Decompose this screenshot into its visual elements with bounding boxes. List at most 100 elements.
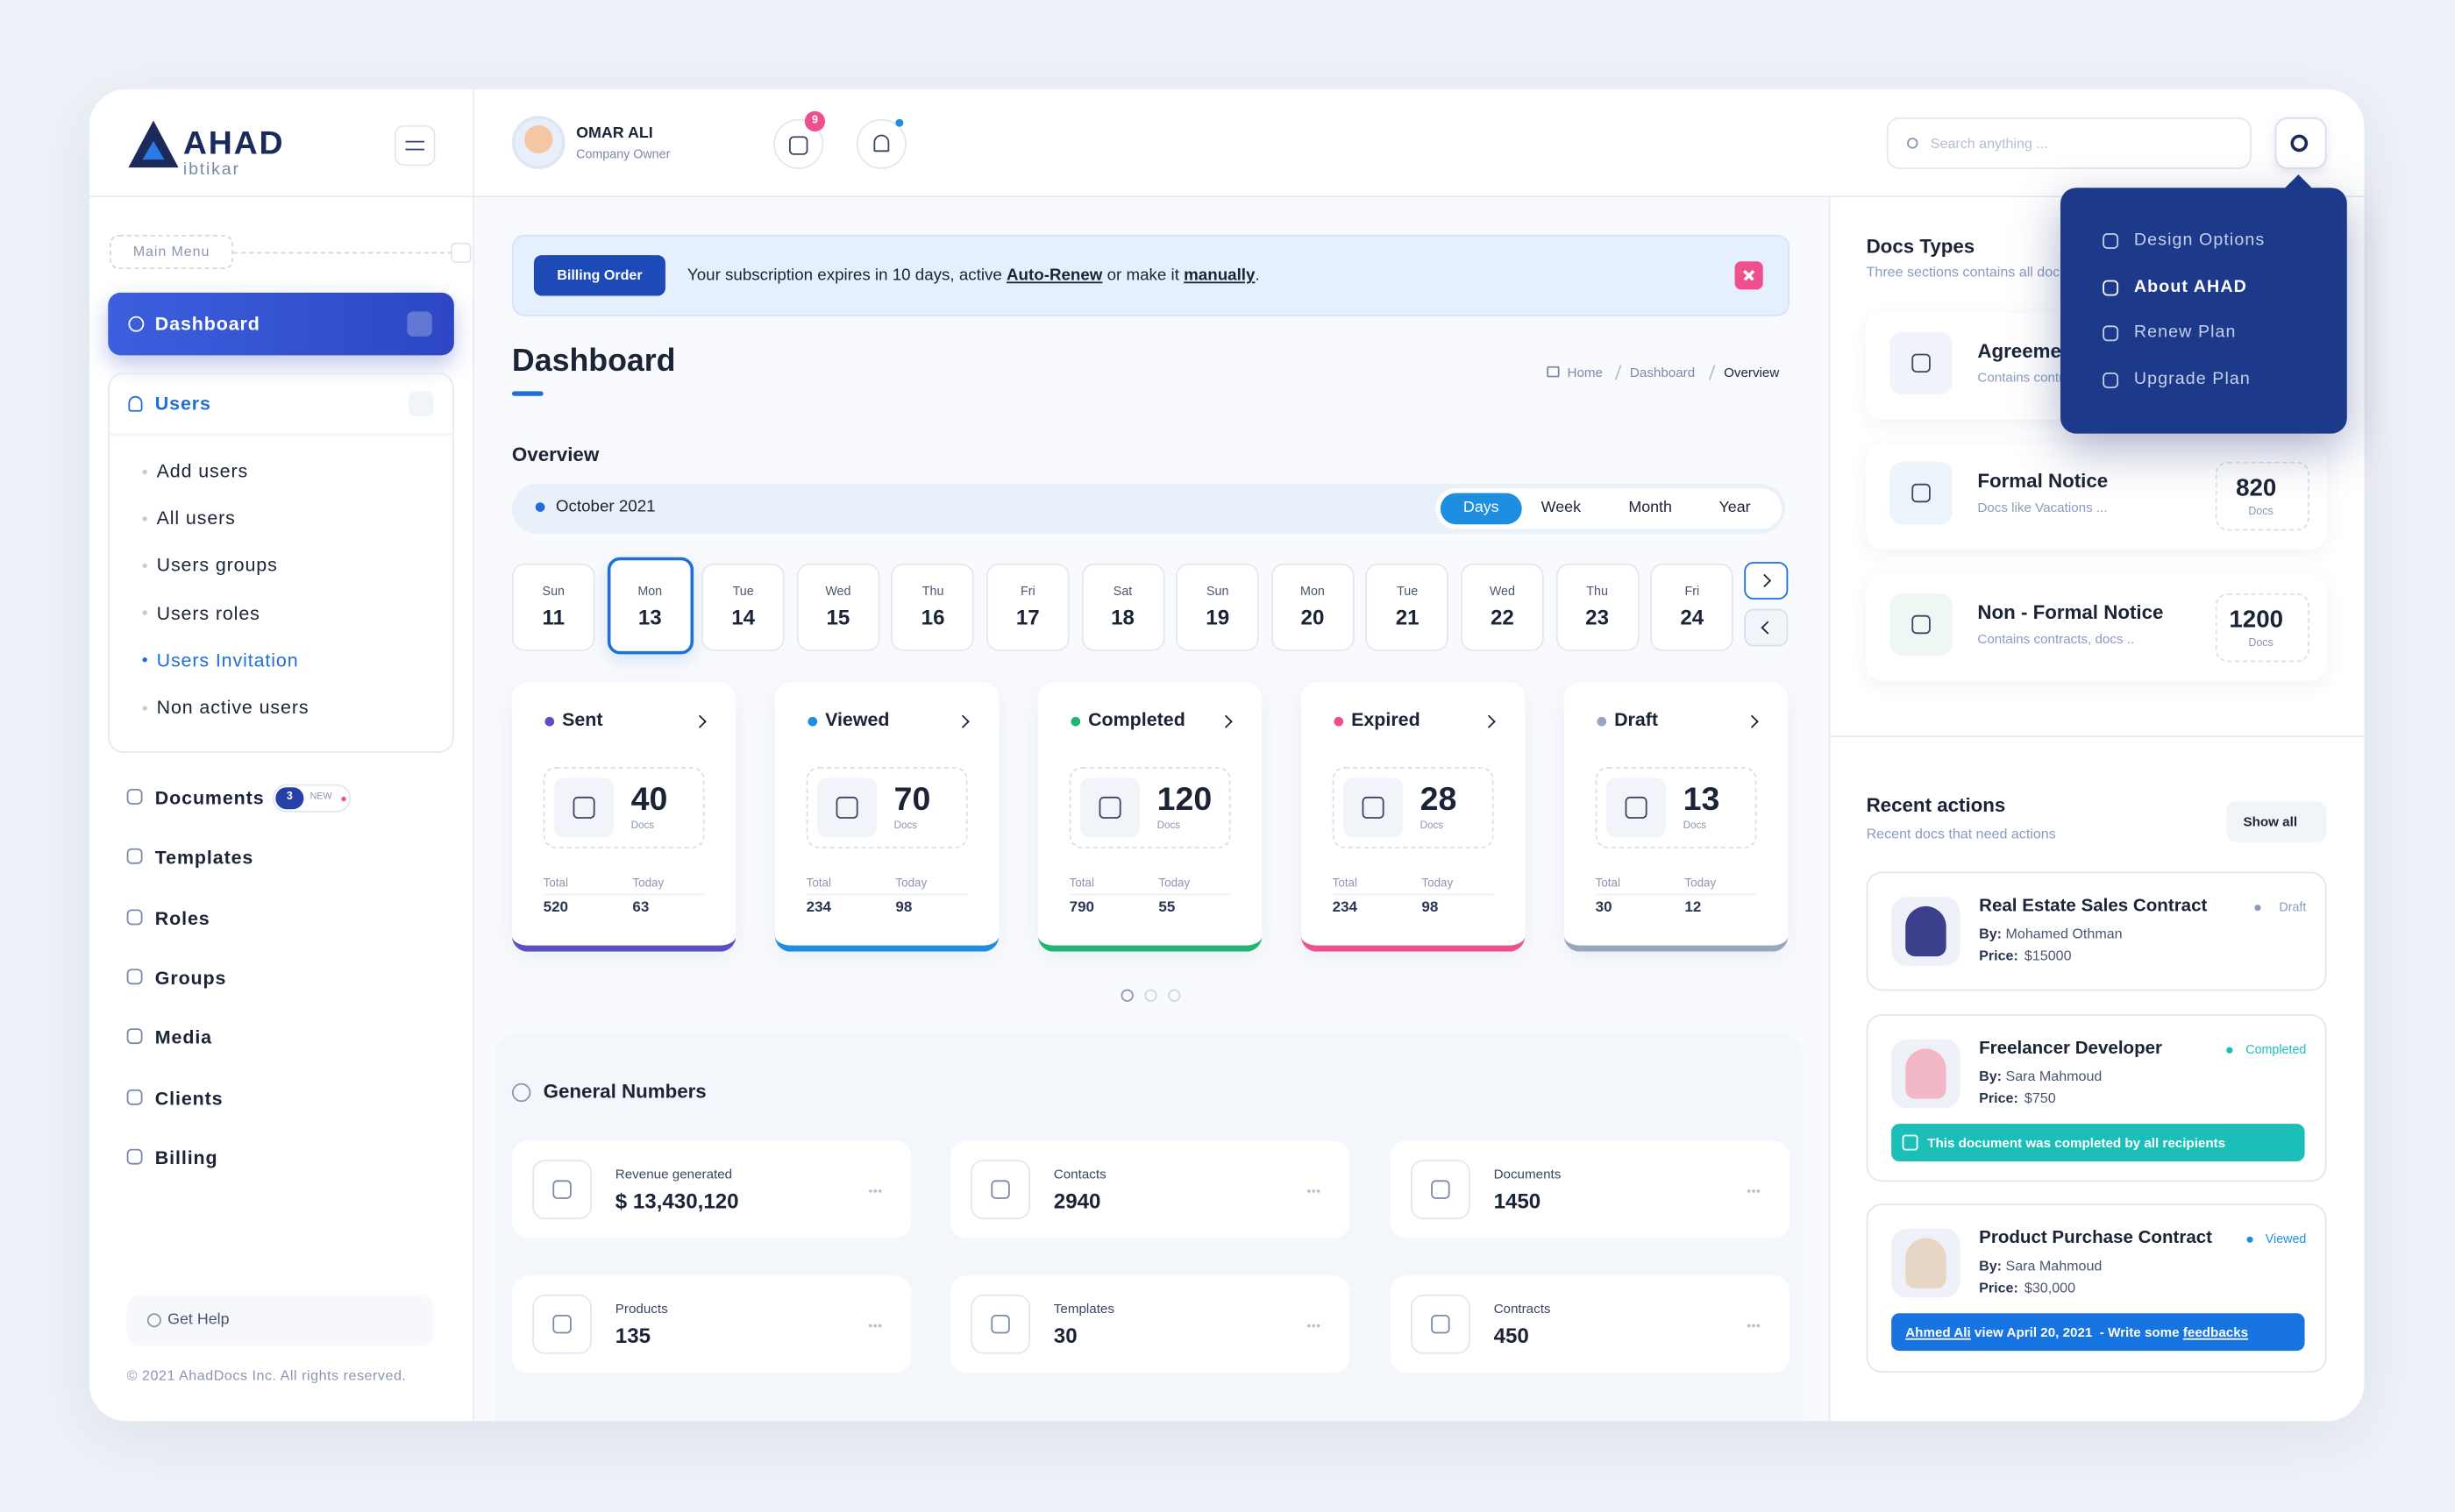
day[interactable]	[1461, 563, 1544, 651]
day[interactable]	[701, 563, 785, 651]
day[interactable]	[1650, 563, 1734, 651]
range-option[interactable]: Week	[1541, 499, 1582, 517]
submenu-item[interactable]: Non active users	[156, 696, 310, 719]
icon-box	[1889, 461, 1953, 525]
day-of-week: Tue	[732, 584, 754, 599]
submenu-item[interactable]: Add users	[156, 459, 249, 482]
day[interactable]	[1365, 563, 1449, 651]
action-price: $750	[2024, 1090, 2056, 1106]
range-option[interactable]: Days	[1462, 499, 1499, 517]
action-title: Real Estate Sales Contract	[1979, 897, 2208, 916]
number-card[interactable]	[511, 1140, 912, 1239]
day[interactable]	[796, 563, 880, 651]
divider	[1828, 196, 1831, 1422]
submenu-item[interactable]: All users	[156, 507, 236, 529]
breadcrumb[interactable]: Home	[1567, 364, 1604, 380]
dropdown-item[interactable]: Upgrade Plan	[2133, 369, 2251, 388]
nav-item[interactable]: Billing	[154, 1146, 218, 1169]
prev-button[interactable]	[1744, 608, 1789, 647]
number-card[interactable]	[511, 1275, 912, 1374]
nav-dashboard[interactable]	[108, 292, 454, 356]
section-subtitle: Three sections contains all docs	[1866, 264, 2067, 280]
icon	[2103, 279, 2119, 295]
dropdown-item[interactable]: Design Options	[2133, 231, 2266, 250]
number-card[interactable]	[1390, 1140, 1790, 1239]
day-number: 16	[921, 605, 945, 629]
status-count: 120	[1156, 781, 1213, 818]
users-group	[108, 372, 454, 753]
day[interactable]	[986, 563, 1070, 651]
link[interactable]: Ahmed Ali	[1905, 1324, 1971, 1340]
dropdown-item[interactable]: About AHAD	[2133, 276, 2247, 296]
show-all-button[interactable]	[2226, 801, 2327, 842]
action-by: Sara Mahmoud	[2005, 1068, 2103, 1084]
status-card[interactable]	[1037, 682, 1263, 952]
number-card[interactable]	[950, 1275, 1350, 1374]
breadcrumb[interactable]: Dashboard	[1629, 364, 1696, 380]
show-all-label: Show all	[2243, 813, 2298, 830]
number-label: Contacts	[1053, 1166, 1107, 1182]
link[interactable]: feedbacks	[2182, 1324, 2249, 1340]
action-status: Draft	[2279, 900, 2307, 915]
page-dot[interactable]	[1168, 989, 1181, 1002]
number-label: Products	[615, 1300, 668, 1317]
collapse-btn[interactable]	[451, 242, 472, 263]
number-value: 450	[1493, 1324, 1529, 1348]
status-card[interactable]	[511, 682, 736, 952]
day[interactable]	[511, 563, 595, 651]
range-option[interactable]: Month	[1628, 499, 1672, 517]
day[interactable]	[891, 563, 975, 651]
page-dot[interactable]	[1144, 989, 1157, 1002]
help-button[interactable]	[126, 1295, 434, 1346]
number-card[interactable]	[1390, 1275, 1790, 1374]
next-button[interactable]	[1744, 562, 1789, 600]
dropdown-item[interactable]: Renew Plan	[2133, 323, 2237, 343]
link[interactable]: manually	[1184, 266, 1256, 285]
nav-item[interactable]: Groups	[154, 967, 227, 990]
search-box[interactable]	[1886, 117, 2252, 169]
info-icon	[511, 1083, 531, 1103]
nav-item[interactable]: Clients	[154, 1086, 224, 1109]
action-title: Freelancer Developer	[1979, 1039, 2163, 1059]
expand-btn[interactable]	[409, 391, 434, 416]
day-of-week: Mon	[637, 584, 663, 599]
billing-button[interactable]	[533, 255, 665, 296]
number-card[interactable]	[950, 1140, 1350, 1239]
status-count: 28	[1420, 781, 1457, 818]
range-option[interactable]: Year	[1718, 499, 1751, 517]
icon	[1099, 796, 1121, 819]
icon	[126, 1028, 143, 1045]
count-box	[1595, 766, 1757, 848]
day[interactable]	[1555, 563, 1639, 651]
nav-item[interactable]: Documents	[154, 786, 265, 809]
user-role: Company Owner	[576, 147, 671, 162]
submenu-item[interactable]: Users Invitation	[156, 649, 299, 671]
day-selected[interactable]	[607, 557, 694, 655]
submenu-item[interactable]: Users groups	[156, 554, 278, 577]
total-label: Total	[806, 876, 831, 891]
nav-item[interactable]: Templates	[154, 847, 254, 870]
count-box	[2215, 461, 2309, 531]
sidebar-toggle[interactable]	[394, 124, 436, 167]
link[interactable]: Auto-Renew	[1007, 266, 1103, 285]
submenu-item[interactable]: Users roles	[156, 601, 260, 624]
icon	[1431, 1314, 1450, 1334]
today-value: 55	[1158, 898, 1176, 917]
icon	[836, 796, 858, 819]
status-card[interactable]	[1563, 682, 1789, 952]
doc-type-name: Formal Notice	[1977, 470, 2109, 493]
number-value: 30	[1053, 1324, 1078, 1348]
divider	[1828, 735, 2365, 738]
status-card[interactable]	[1300, 682, 1526, 952]
divider	[806, 893, 968, 896]
day[interactable]	[1270, 563, 1355, 651]
nav-item[interactable]: Media	[154, 1026, 212, 1049]
nav-item[interactable]: Roles	[154, 906, 210, 929]
page-dot[interactable]	[1121, 989, 1134, 1002]
status-card[interactable]	[774, 682, 1000, 952]
bullet	[141, 610, 146, 615]
day[interactable]	[1176, 563, 1260, 651]
day[interactable]	[1081, 563, 1164, 651]
nav-label[interactable]: Users	[154, 392, 211, 415]
status-dot	[1071, 716, 1081, 727]
